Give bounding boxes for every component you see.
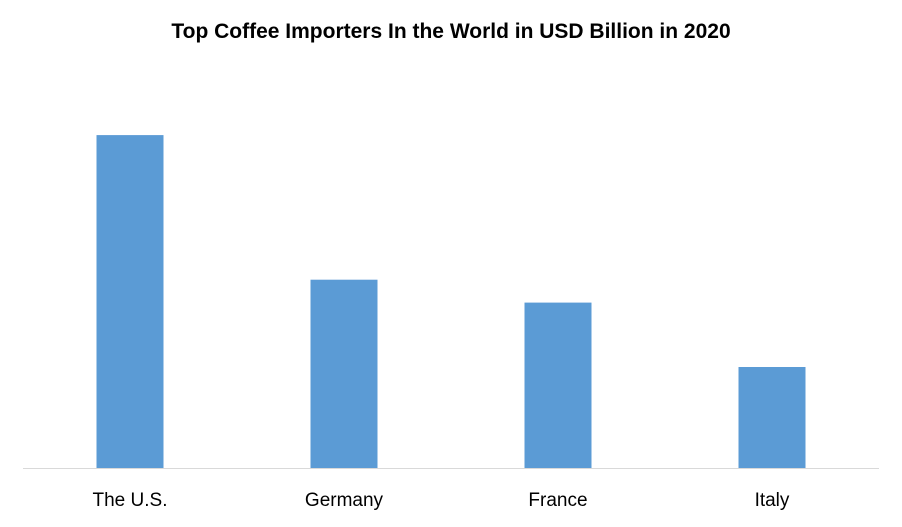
x-tick-label: The U.S. (93, 490, 168, 511)
x-tick-label: Italy (755, 490, 790, 511)
bar-germany (310, 279, 378, 468)
x-tick-label: France (528, 490, 587, 511)
bar-france (524, 302, 592, 468)
x-tick-label: Germany (305, 490, 384, 511)
bar-the-u-s (96, 135, 164, 468)
bars-layer (96, 135, 806, 468)
x-tick-labels: The U.S. Germany France Italy (93, 490, 790, 511)
bar-italy (738, 367, 806, 468)
chart-title: Top Coffee Importers In the World in USD… (171, 20, 731, 43)
